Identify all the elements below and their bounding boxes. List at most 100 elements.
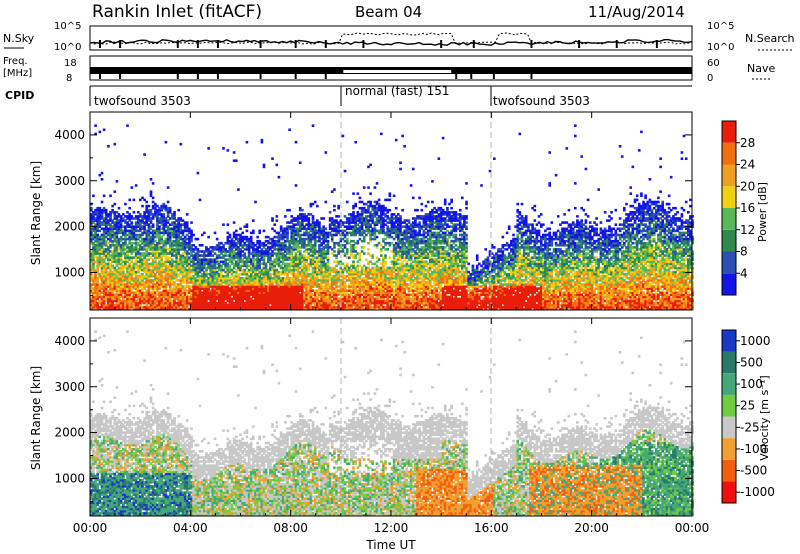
power-cell — [360, 221, 364, 224]
power-cell — [92, 299, 95, 303]
power-cell — [143, 307, 146, 311]
power-cell — [348, 270, 351, 274]
power-cell — [322, 289, 326, 292]
power-cell — [145, 274, 149, 278]
power-cell — [267, 268, 270, 272]
power-cell — [107, 246, 110, 249]
power-cell — [130, 244, 134, 247]
power-cell — [134, 283, 138, 286]
power-cell — [296, 307, 300, 311]
power-cell — [373, 283, 377, 286]
power-cell — [115, 180, 119, 183]
power-cell — [354, 215, 358, 218]
power-cell — [181, 237, 185, 241]
power-cell — [128, 287, 132, 290]
power-cell — [160, 301, 164, 305]
power-cell — [156, 305, 159, 309]
power-cell — [245, 305, 249, 309]
power-cell — [252, 305, 255, 309]
power-cell — [367, 268, 370, 272]
power-cell — [143, 229, 146, 233]
power-cell — [313, 241, 317, 245]
power-cell — [215, 289, 219, 292]
power-cell — [235, 270, 238, 274]
power-cell — [367, 293, 370, 297]
power-cell — [345, 248, 349, 251]
power-cell — [262, 244, 266, 247]
power-cell — [322, 281, 326, 284]
power-cell — [115, 256, 119, 259]
power-cell — [192, 266, 195, 270]
power-cell — [352, 213, 355, 216]
power-cell — [237, 264, 240, 268]
power-cell — [286, 305, 289, 309]
power-cell — [328, 268, 332, 272]
power-cell — [175, 223, 178, 226]
power-cell — [341, 287, 345, 290]
power-cell — [249, 305, 253, 309]
power-cell — [107, 221, 110, 224]
power-cell — [269, 260, 272, 264]
power-cell — [147, 258, 151, 261]
power-cell — [301, 244, 304, 247]
power-cell — [149, 293, 153, 297]
power-cell — [115, 215, 119, 218]
power-cell — [117, 252, 121, 255]
power-cell — [264, 272, 268, 276]
power-cell — [130, 225, 134, 228]
power-cell — [136, 235, 140, 239]
power-cell — [132, 217, 136, 220]
power-cell — [107, 283, 110, 286]
power-cell — [124, 248, 127, 251]
power-cell — [245, 272, 249, 276]
power-cell — [271, 252, 274, 255]
power-cell — [166, 229, 170, 233]
power-cell — [90, 287, 93, 290]
power-cell — [213, 279, 217, 282]
power-cell — [369, 295, 372, 299]
power-cell — [124, 291, 127, 294]
power-cell — [226, 291, 230, 294]
power-cell — [134, 217, 138, 220]
power-cell — [183, 237, 187, 241]
power-cell — [369, 223, 372, 226]
power-cell — [168, 231, 172, 235]
power-cell — [239, 237, 242, 241]
power-cell — [94, 227, 97, 231]
power-cell — [373, 213, 377, 216]
power-cell — [277, 287, 281, 290]
power-cell — [104, 217, 108, 220]
power-cell — [294, 260, 298, 264]
power-cell — [275, 215, 279, 218]
power-cell — [205, 279, 208, 282]
power-cell — [224, 241, 227, 245]
power-cell — [301, 208, 304, 212]
power-cell — [200, 262, 204, 266]
power-cell — [136, 268, 140, 272]
power-cell — [373, 270, 377, 274]
power-cell — [183, 268, 187, 272]
power-cell — [275, 279, 279, 282]
power-cell — [373, 208, 377, 212]
power-cell — [343, 239, 347, 243]
power-cell — [232, 307, 236, 311]
power-cell — [151, 283, 155, 286]
power-cell — [100, 291, 104, 294]
power-cell — [367, 225, 370, 228]
power-cell — [162, 204, 166, 208]
power-cell — [298, 279, 302, 282]
power-cell — [252, 231, 255, 235]
power-cell — [348, 305, 351, 309]
power-cell — [307, 301, 311, 305]
power-cell — [136, 217, 140, 220]
power-cell — [260, 307, 264, 311]
power-cell — [100, 268, 104, 272]
power-cell — [307, 241, 311, 245]
power-cell — [90, 215, 93, 218]
power-cell — [279, 303, 283, 307]
power-cell — [343, 246, 347, 249]
power-cell — [358, 287, 362, 290]
power-cell — [241, 287, 245, 290]
power-cell — [115, 272, 119, 276]
power-cell — [154, 301, 157, 305]
